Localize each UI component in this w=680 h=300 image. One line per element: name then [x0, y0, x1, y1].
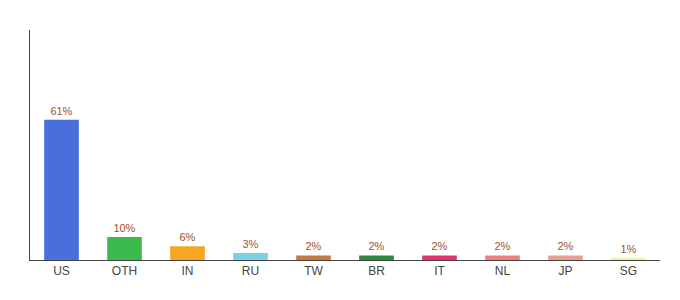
svg-text:2%: 2% — [494, 240, 510, 252]
svg-text:TW: TW — [304, 264, 323, 278]
svg-text:6%: 6% — [179, 231, 195, 243]
svg-text:2%: 2% — [305, 240, 321, 252]
svg-text:SG: SG — [620, 264, 637, 278]
svg-text:US: US — [53, 264, 70, 278]
svg-text:10%: 10% — [113, 222, 135, 234]
svg-text:61%: 61% — [50, 105, 72, 117]
svg-text:NL: NL — [495, 264, 511, 278]
svg-text:JP: JP — [558, 264, 572, 278]
svg-text:OTH: OTH — [112, 264, 137, 278]
svg-text:2%: 2% — [431, 240, 447, 252]
svg-text:2%: 2% — [557, 240, 573, 252]
svg-text:RU: RU — [242, 264, 259, 278]
svg-text:IN: IN — [182, 264, 194, 278]
svg-text:BR: BR — [368, 264, 385, 278]
svg-text:3%: 3% — [242, 238, 258, 250]
svg-text:IT: IT — [434, 264, 445, 278]
svg-text:1%: 1% — [620, 243, 636, 255]
svg-text:2%: 2% — [368, 240, 384, 252]
